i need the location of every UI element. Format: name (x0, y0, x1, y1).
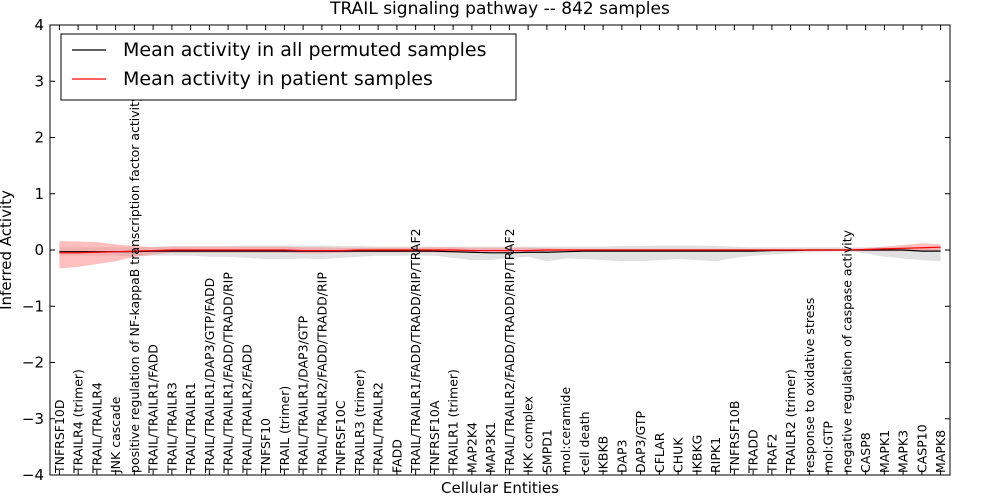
y-tick-label: 1 (34, 185, 44, 203)
y-tick-label: −2 (22, 354, 44, 372)
x-tick-label: TRAILR3 (trimer) (352, 369, 367, 474)
y-tick-label: −4 (22, 466, 44, 484)
x-tick-label: mol:ceramide (558, 387, 573, 473)
x-tick-label: mol:GTP (821, 421, 836, 473)
y-tick-label: −1 (22, 297, 44, 315)
x-tick-label: TRADD (746, 429, 761, 474)
x-tick-label: FADD (389, 439, 404, 473)
x-tick-label: CASP8 (858, 432, 873, 473)
chart-title: TRAIL signaling pathway -- 842 samples (329, 0, 670, 19)
x-tick-label: SMPD1 (539, 429, 554, 473)
y-tick-label: −3 (22, 410, 44, 428)
x-tick-label: IKBKB (596, 436, 611, 473)
x-tick-label: MAP2K4 (464, 422, 479, 473)
series-lines (59, 246, 941, 254)
legend-label-permuted: Mean activity in all permuted samples (123, 39, 486, 61)
x-tick-label: TRAIL (trimer) (277, 386, 292, 474)
x-tick-label: TRAIL/TRAILR3 (164, 382, 179, 474)
x-tick-label: DAP3/GTP (633, 410, 648, 473)
x-tick-label: positive regulation of NF-kappaB transcr… (127, 94, 142, 473)
y-tick-label: 3 (34, 72, 44, 90)
y-axis-title: Inferred Activity (0, 190, 15, 310)
y-tick-label: 2 (34, 129, 44, 147)
x-tick-label: TRAIL/TRAILR2/FADD/TRADD/RIP/TRAF2 (502, 228, 517, 474)
x-tick-label: MAPK1 (877, 430, 892, 473)
x-tick-label: MAP3K1 (483, 422, 498, 473)
x-tick-label: TRAIL/TRAILR1/FADD/TRADD/RIP/TRAF2 (408, 228, 423, 474)
x-tick-label: CASP10 (914, 424, 929, 473)
x-tick-label: TRAILR1 (trimer) (446, 369, 461, 474)
confidence-bands (59, 241, 941, 269)
x-tick-label: TNFRSF10D (52, 399, 67, 474)
x-tick-label: TRAIL/TRAILR2/FADD/TRADD/RIP (314, 272, 329, 474)
x-tick-label: TRAIL/TRAILR1/FADD (146, 344, 161, 474)
x-tick-label: TNFSF10 (258, 418, 273, 474)
y-tick-label: 4 (34, 16, 44, 34)
plot-area: TNFRSF10D TRAILR4 (trimer) TRAIL/TRAILR4 JN… (22, 16, 951, 484)
x-tick-label: TRAIL/TRAILR2 (371, 382, 386, 474)
x-tick-label: TRAF2 (764, 433, 779, 474)
x-tick-label: MAPK3 (896, 430, 911, 473)
x-tick-label: TRAIL/TRAILR2/FADD (239, 344, 254, 474)
legend-label-patient: Mean activity in patient samples (123, 68, 433, 90)
x-tick-label: RIPK1 (708, 437, 723, 473)
x-tick-label: CHUK (671, 437, 686, 473)
x-tick-label: DAP3 (614, 440, 629, 473)
legend-box (60, 33, 517, 101)
axis-ticks (50, 24, 950, 476)
x-tick-label: TRAIL/TRAILR1/FADD/TRADD/RIP (221, 272, 236, 474)
x-tick-label: TRAIL/TRAILR1 (183, 382, 198, 474)
x-tick-label: IKBKG (689, 435, 704, 473)
x-tick-label: TNFRSF10B (727, 401, 742, 474)
x-tick-label: response to oxidative stress (802, 298, 817, 473)
x-tick-label: cell death (577, 411, 592, 473)
x-tick-label: TRAIL/TRAILR1/DAP3/GTP (296, 315, 311, 474)
y-tick-label: 0 (34, 241, 44, 259)
x-tick-label: TRAILR2 (trimer) (783, 369, 798, 474)
x-tick-label: TRAIL/TRAILR1/DAP3/GTP/FADD (202, 278, 217, 474)
x-tick-label: TNFRSF10C (333, 400, 348, 474)
x-tick-label: IKK complex (521, 396, 536, 473)
x-tick-label: TNFRSF10A (427, 400, 442, 474)
x-tick-label: MAPK8 (933, 430, 948, 473)
x-tick-label: negative regulation of caspase activity (839, 229, 854, 473)
x-tick-labels: TNFRSF10D TRAILR4 (trimer) TRAIL/TRAILR4 JN… (52, 94, 948, 474)
patient-mean-line (59, 246, 941, 254)
x-axis-title: Cellular Entities (441, 479, 559, 497)
patient-band (59, 241, 941, 269)
x-tick-label: TRAILR4 (trimer) (71, 369, 86, 474)
legend: Mean activity in all permuted samples Me… (60, 33, 517, 101)
x-tick-label: TRAIL/TRAILR4 (89, 382, 104, 474)
y-tick-labels: −4 −3 −2 −1 0 1 2 3 4 (22, 16, 44, 484)
x-tick-label: CFLAR (652, 432, 667, 473)
x-tick-label: JNK cascade (108, 396, 123, 474)
